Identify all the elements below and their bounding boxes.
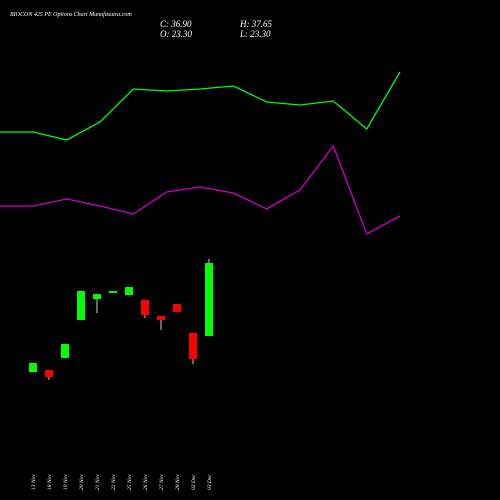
candle-body bbox=[173, 304, 181, 313]
x-tick-label: 18 Nov bbox=[47, 474, 53, 490]
x-tick-label: 13 Nov bbox=[31, 474, 37, 490]
info-low: L: 23.30 bbox=[239, 29, 271, 39]
chart-title: BIOCON 425 PE Options Chart Munafasutra.… bbox=[10, 11, 132, 18]
candle-body bbox=[77, 291, 85, 321]
x-tick-label: 27 Nov bbox=[159, 474, 165, 490]
candle-body bbox=[93, 294, 101, 300]
candle-body bbox=[29, 363, 37, 373]
x-tick-label: 20 Nov bbox=[79, 474, 85, 490]
candle-body bbox=[189, 333, 197, 360]
x-tick-label: 25 Nov bbox=[127, 474, 133, 490]
x-tick-label: 19 Nov bbox=[63, 474, 69, 490]
info-high: H: 37.65 bbox=[239, 19, 272, 29]
x-tick-label: 21 Nov bbox=[95, 474, 101, 490]
x-tick-label: 26 Nov bbox=[143, 474, 149, 490]
candle-body bbox=[157, 315, 165, 321]
candle-body bbox=[125, 287, 133, 296]
info-open: O: 23.30 bbox=[160, 29, 192, 39]
x-tick-label: 22 Nov bbox=[111, 474, 117, 490]
candle-body bbox=[141, 300, 149, 316]
x-tick-label: 03 Dec bbox=[207, 474, 213, 490]
info-close: C: 36.90 bbox=[160, 19, 192, 29]
x-tick-label: 28 Nov bbox=[175, 474, 181, 490]
candle-body bbox=[61, 344, 69, 359]
indicator-line bbox=[0, 71, 401, 141]
candle-body bbox=[205, 263, 213, 337]
candle-body bbox=[45, 369, 53, 378]
x-tick-label: 02 Dec bbox=[191, 474, 197, 490]
candle-body bbox=[109, 291, 117, 294]
indicator-line bbox=[0, 144, 401, 235]
